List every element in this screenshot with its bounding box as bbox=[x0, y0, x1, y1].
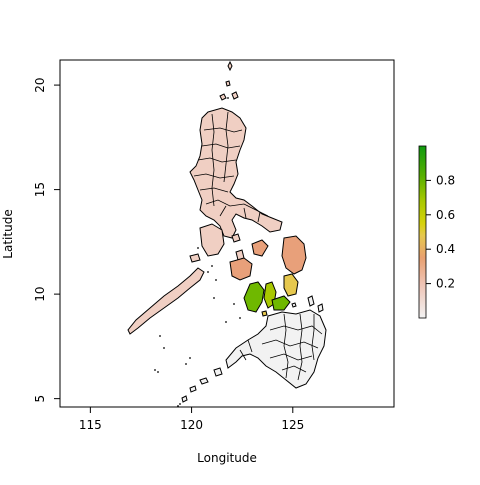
mindanao-province-borders bbox=[239, 313, 323, 381]
region-mindanao bbox=[225, 309, 327, 389]
region-palawan bbox=[127, 267, 205, 335]
sulu-archipelago bbox=[181, 377, 209, 403]
region-babuyan-2 bbox=[231, 91, 239, 100]
colorbar-tick-label: 0.8 bbox=[436, 173, 455, 187]
y-tick-label: 5 bbox=[33, 395, 47, 403]
region-masbate bbox=[251, 239, 269, 257]
region-panay bbox=[229, 257, 253, 281]
region-dinagat bbox=[307, 295, 315, 307]
y-tick-label: 10 bbox=[33, 286, 47, 301]
region-siargao bbox=[317, 303, 324, 313]
region-calamian bbox=[189, 253, 201, 263]
x-tick-label: 120 bbox=[180, 418, 203, 432]
plot-frame bbox=[59, 59, 395, 408]
x-tick-label: 115 bbox=[79, 418, 102, 432]
colorbar-tick-label: 0.4 bbox=[436, 242, 455, 256]
region-leyte bbox=[283, 273, 299, 297]
region-siquijor bbox=[261, 310, 268, 317]
region-samar bbox=[281, 235, 307, 275]
small-islets bbox=[154, 97, 241, 407]
luzon-province-borders bbox=[193, 111, 269, 223]
y-tick-label: 20 bbox=[33, 77, 47, 92]
x-axis: 115 120 125 bbox=[79, 407, 304, 432]
colorbar-legend: 0.2 0.4 0.6 0.8 bbox=[418, 145, 455, 319]
x-tick-label: 125 bbox=[281, 418, 304, 432]
region-babuyan-1 bbox=[219, 93, 227, 101]
region-marinduque bbox=[231, 233, 241, 243]
colorbar-tick-label: 0.6 bbox=[436, 208, 455, 222]
colorbar-ticks: 0.2 0.4 0.6 0.8 bbox=[426, 173, 455, 291]
region-mindoro bbox=[199, 223, 225, 257]
region-basilan bbox=[213, 367, 223, 377]
y-axis: 5 10 15 20 bbox=[33, 77, 60, 402]
region-camiguin bbox=[291, 302, 297, 308]
region-negros bbox=[243, 281, 265, 313]
x-axis-label: Longitude bbox=[197, 451, 257, 465]
map-regions bbox=[127, 60, 327, 407]
region-bohol bbox=[271, 295, 291, 311]
colorbar-tick-label: 0.2 bbox=[436, 277, 455, 291]
region-luzon bbox=[189, 107, 283, 239]
y-axis-label: Latitude bbox=[1, 209, 15, 258]
colorbar-scale bbox=[418, 145, 427, 319]
region-batanes bbox=[227, 60, 233, 72]
y-tick-label: 15 bbox=[33, 182, 47, 197]
region-babuyan-3 bbox=[225, 80, 231, 87]
